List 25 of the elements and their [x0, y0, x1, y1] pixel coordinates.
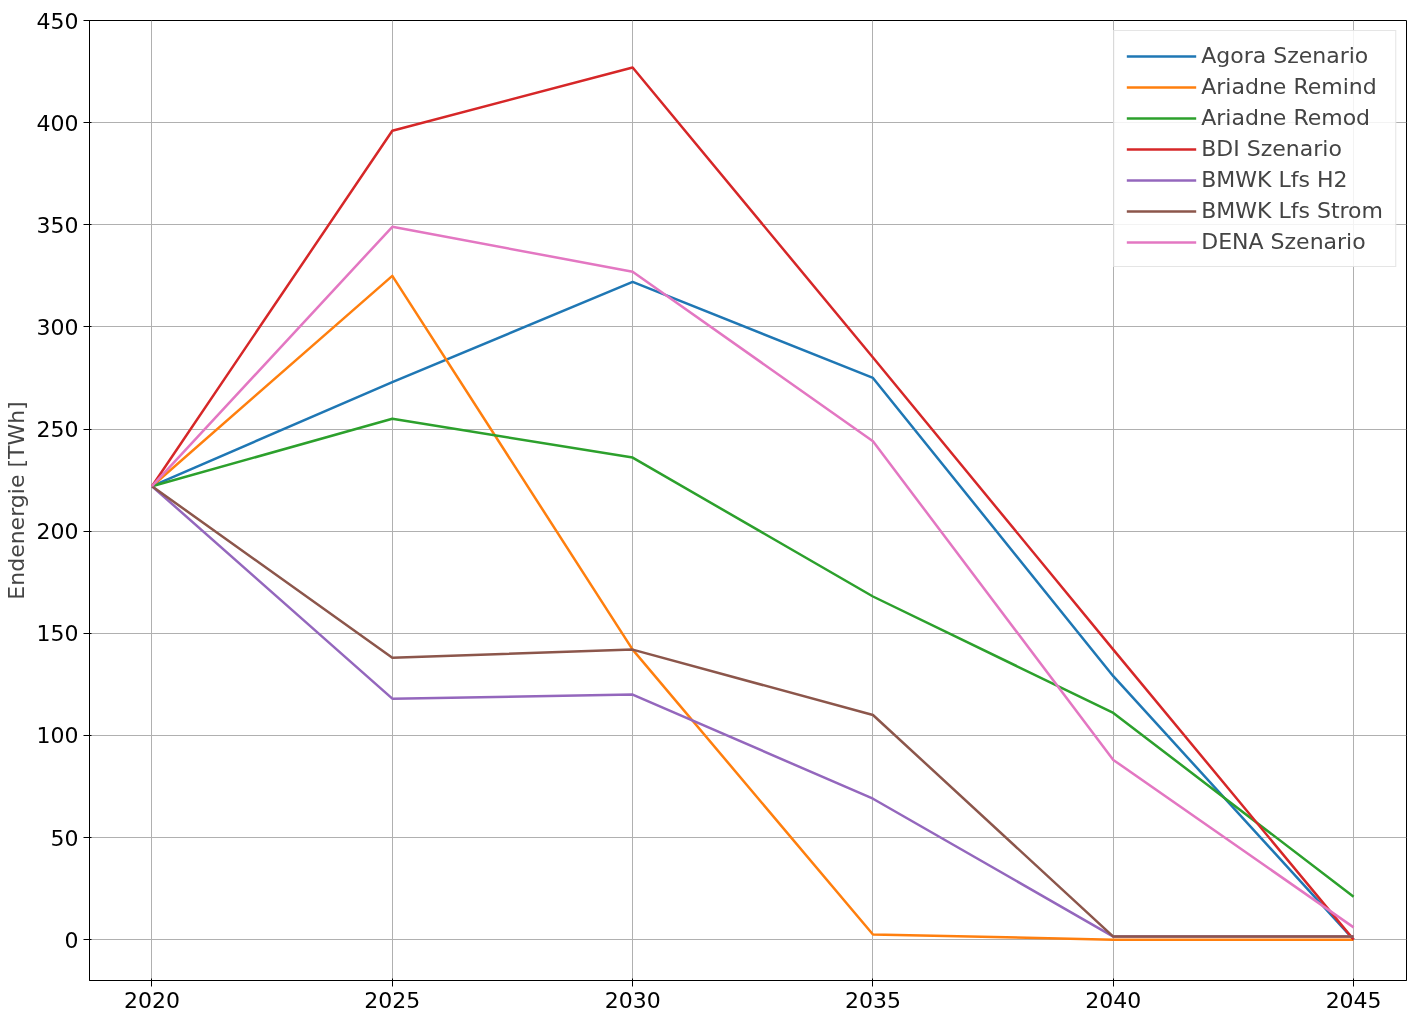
legend-label: BMWK Lfs H2 [1201, 167, 1348, 192]
x-tick-label: 2035 [844, 987, 901, 1013]
legend-label: DENA Szenario [1201, 229, 1366, 254]
legend-label: BMWK Lfs Strom [1201, 198, 1383, 223]
y-tick-label: 300 [36, 314, 79, 340]
legend-label: BDI Szenario [1201, 136, 1342, 161]
x-tick-label: 2020 [123, 987, 180, 1013]
y-tick-label: 100 [36, 723, 79, 749]
y-tick-label: 400 [36, 110, 79, 136]
y-tick-label: 450 [36, 8, 79, 34]
y-tick-label: 200 [36, 519, 79, 545]
y-axis-title: Endenergie [TWh] [3, 401, 29, 600]
legend-label: Ariadne Remod [1201, 105, 1371, 130]
y-tick-label: 350 [36, 212, 79, 238]
y-tick-label: 250 [36, 417, 79, 443]
x-tick-label: 2025 [364, 987, 421, 1013]
legend-label: Agora Szenario [1201, 43, 1369, 68]
x-tick-label: 2030 [604, 987, 661, 1013]
x-tick-label: 2045 [1325, 987, 1382, 1013]
line-series [150, 484, 1355, 938]
y-tick-label: 150 [36, 621, 79, 647]
legend-label: Ariadne Remind [1201, 74, 1377, 99]
y-tick-label: 0 [64, 927, 79, 953]
x-tick-label: 2040 [1085, 987, 1142, 1013]
y-tick-label: 50 [50, 825, 79, 851]
